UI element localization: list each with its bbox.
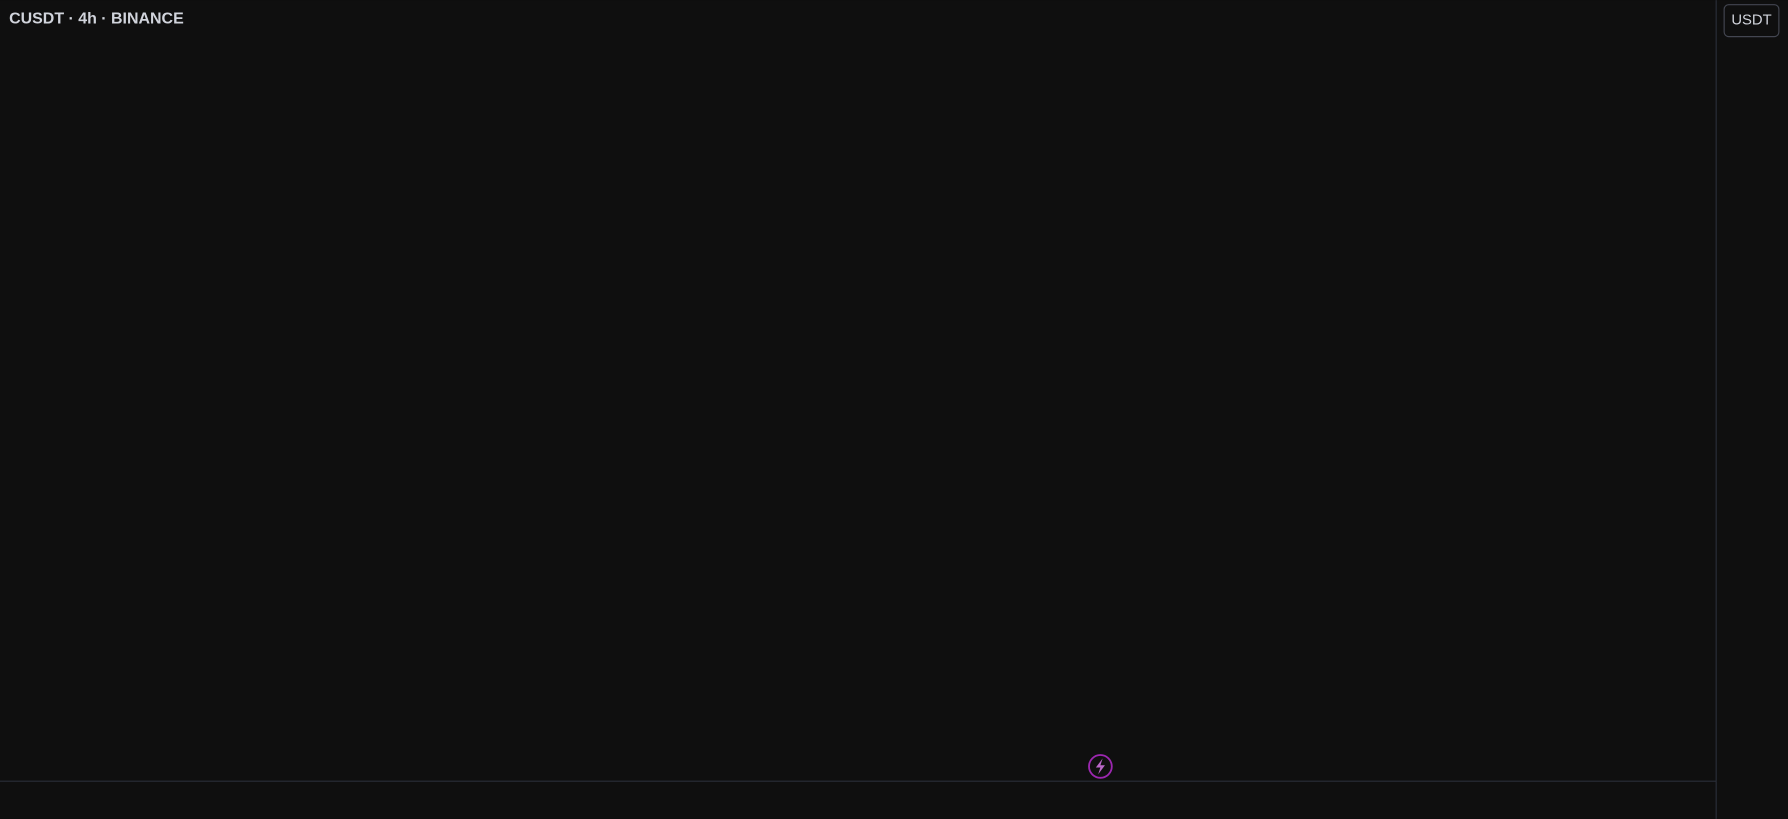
currency-button[interactable]: [1723, 4, 1780, 38]
lightning-icon[interactable]: [1088, 754, 1113, 779]
symbol-title: CUSDT · 4h · BINANCE: [9, 11, 184, 28]
currency-button-label[interactable]: USDT: [1731, 13, 1771, 29]
icon-ring[interactable]: [1088, 754, 1113, 779]
icon-bolt[interactable]: [1095, 758, 1105, 775]
